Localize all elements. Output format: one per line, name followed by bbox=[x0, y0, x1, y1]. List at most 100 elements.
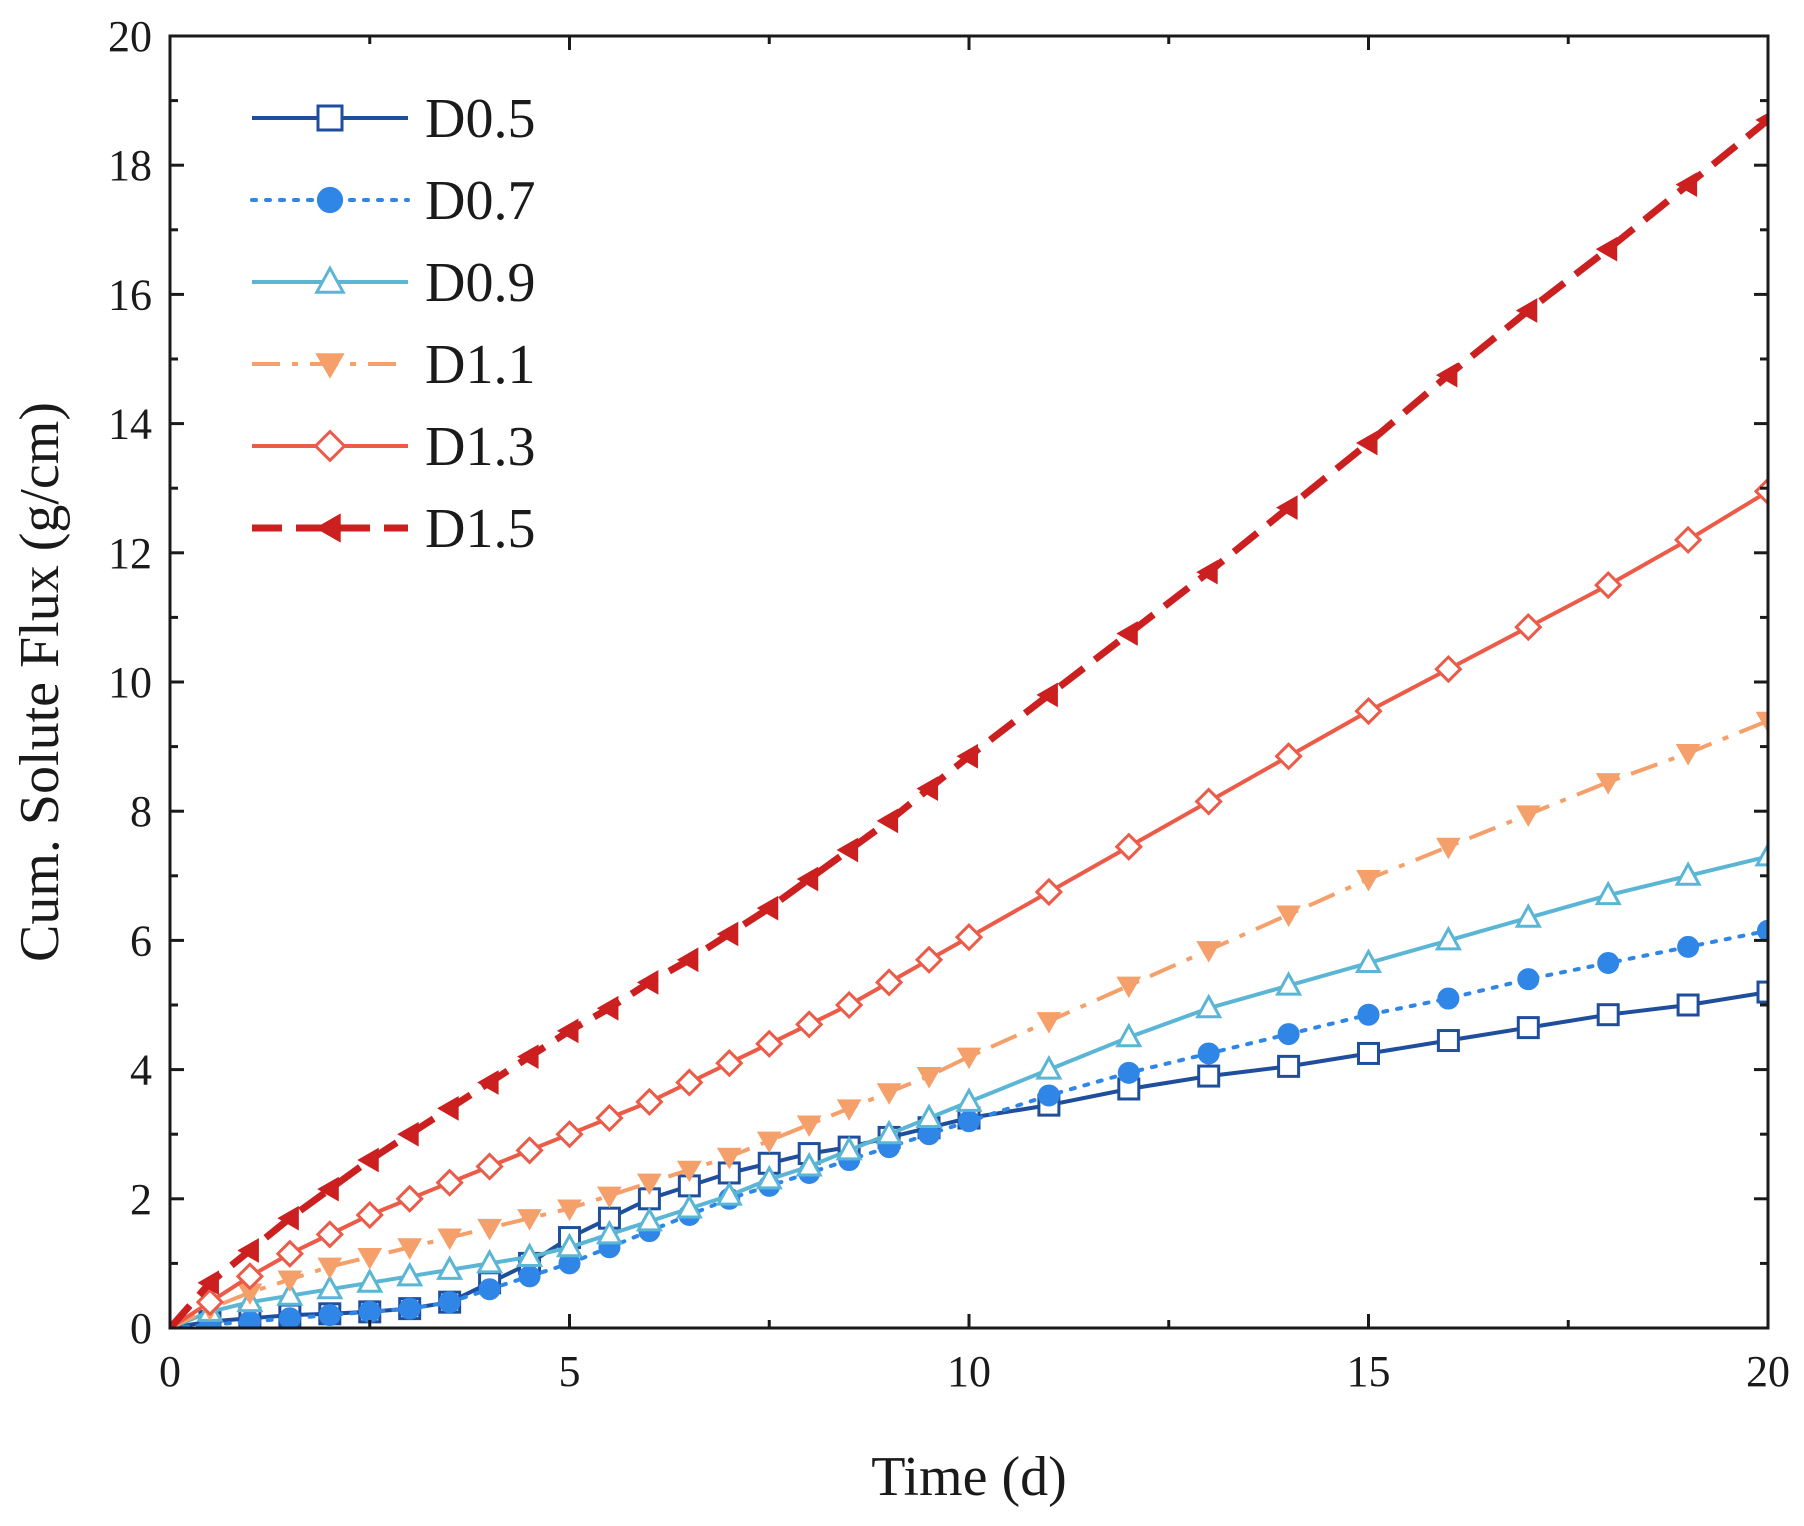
data-point-D0.7 bbox=[1037, 1084, 1060, 1107]
data-point-D0.7 bbox=[438, 1291, 461, 1314]
data-point-D1.3 bbox=[635, 1087, 664, 1117]
data-point-D0.9 bbox=[476, 1248, 504, 1274]
series-D1.3 bbox=[170, 477, 1768, 1328]
data-point-D0.9 bbox=[436, 1255, 464, 1280]
data-point-D1.5 bbox=[1196, 559, 1218, 585]
data-point-D1.3 bbox=[275, 1239, 304, 1268]
data-point-D0.7 bbox=[958, 1110, 980, 1133]
legend-marker bbox=[315, 353, 345, 379]
y-tick-label: 2 bbox=[130, 1175, 152, 1224]
data-point-D1.5 bbox=[676, 947, 699, 973]
data-point-D1.5 bbox=[636, 970, 659, 995]
legend-marker bbox=[313, 429, 347, 463]
data-point-D1.5 bbox=[1355, 430, 1378, 456]
data-point-D0.5 bbox=[1197, 1064, 1221, 1088]
data-point-D1.1 bbox=[676, 1160, 702, 1183]
data-point-D0.9 bbox=[1754, 841, 1768, 867]
legend-marker bbox=[315, 513, 341, 543]
data-point-D1.3 bbox=[715, 1049, 744, 1078]
data-point-D0.9 bbox=[955, 1087, 983, 1112]
data-point-D1.3 bbox=[1194, 787, 1223, 816]
data-point-D0.5 bbox=[1516, 1016, 1540, 1040]
data-point-D0.9 bbox=[1434, 925, 1462, 951]
data-point-D1.3 bbox=[1354, 696, 1383, 726]
data-point-D1.1 bbox=[1116, 976, 1142, 999]
data-point-D1.3 bbox=[235, 1262, 265, 1291]
data-point-D1.3 bbox=[1434, 654, 1463, 684]
legend-item-D0.7: D0.7 bbox=[250, 170, 535, 232]
data-point-D0.7 bbox=[1437, 987, 1460, 1010]
data-point-D1.5 bbox=[437, 1095, 459, 1121]
x-axis-title: Time (d) bbox=[871, 1446, 1067, 1508]
data-point-D0.9 bbox=[1275, 971, 1303, 996]
data-point-D0.9 bbox=[516, 1242, 544, 1267]
data-point-D0.7 bbox=[1597, 952, 1620, 975]
x-tick-label: 0 bbox=[159, 1347, 181, 1396]
legend-label: D1.1 bbox=[425, 334, 535, 396]
legend-label: D1.5 bbox=[425, 498, 535, 560]
y-tick-label: 10 bbox=[108, 658, 152, 707]
legend-label: D0.7 bbox=[425, 170, 535, 232]
data-point-D0.7 bbox=[318, 1304, 341, 1327]
data-point-D0.7 bbox=[478, 1278, 501, 1301]
data-point-D0.9 bbox=[555, 1232, 584, 1258]
data-point-D1.1 bbox=[1196, 941, 1222, 963]
data-point-D1.3 bbox=[355, 1200, 384, 1230]
data-point-D1.1 bbox=[1675, 744, 1701, 766]
data-point-D1.5 bbox=[1515, 298, 1538, 323]
data-point-D0.9 bbox=[715, 1180, 743, 1206]
data-point-D1.3 bbox=[1274, 742, 1303, 771]
data-point-D1.5 bbox=[596, 995, 619, 1021]
data-point-D1.1 bbox=[956, 1047, 982, 1070]
legend-marker bbox=[316, 104, 344, 132]
data-point-D1.1 bbox=[557, 1199, 582, 1221]
data-point-D0.7 bbox=[398, 1297, 421, 1320]
legend-marker bbox=[314, 265, 346, 294]
data-point-D1.3 bbox=[315, 1220, 344, 1249]
data-point-D0.7 bbox=[1277, 1023, 1300, 1046]
data-point-D1.5 bbox=[317, 1176, 339, 1202]
data-point-D1.5 bbox=[477, 1070, 499, 1095]
series-D0.9 bbox=[170, 841, 1768, 1328]
series-D1.1 bbox=[170, 711, 1768, 1328]
data-point-D1.5 bbox=[517, 1044, 539, 1070]
data-point-D1.1 bbox=[716, 1147, 742, 1170]
data-point-D1.3 bbox=[1673, 525, 1703, 555]
data-point-D1.5 bbox=[876, 808, 899, 834]
data-point-D1.5 bbox=[277, 1205, 299, 1231]
data-point-D0.9 bbox=[755, 1164, 783, 1190]
data-point-D1.5 bbox=[1595, 236, 1618, 262]
data-point-D1.1 bbox=[916, 1067, 942, 1089]
legend: D0.5 D0.7 D0.9 D1.1 D1.3 D1.5 bbox=[250, 88, 535, 560]
data-point-D1.3 bbox=[835, 990, 864, 1020]
data-point-D0.5 bbox=[1756, 980, 1768, 1004]
data-point-D0.5 bbox=[1676, 993, 1700, 1017]
data-point-D0.9 bbox=[316, 1274, 344, 1300]
data-point-D1.3 bbox=[195, 1288, 225, 1317]
data-point-D0.9 bbox=[356, 1268, 384, 1293]
data-point-D0.9 bbox=[1594, 880, 1622, 906]
series-D1.5 bbox=[170, 112, 1768, 1328]
data-point-D0.7 bbox=[1357, 1003, 1380, 1026]
legend-item-D1.3: D1.3 bbox=[252, 416, 535, 478]
data-point-D0.7 bbox=[358, 1300, 381, 1323]
data-point-D1.5 bbox=[556, 1018, 579, 1044]
x-tick-label: 15 bbox=[1347, 1347, 1391, 1396]
y-tick-label: 20 bbox=[108, 12, 152, 61]
y-tick-label: 12 bbox=[108, 529, 152, 578]
data-point-D1.5 bbox=[956, 743, 978, 769]
data-point-D1.1 bbox=[1755, 711, 1768, 734]
data-point-D1.3 bbox=[755, 1029, 784, 1058]
data-point-D0.9 bbox=[835, 1135, 863, 1161]
data-point-D0.7 bbox=[278, 1307, 301, 1328]
data-point-D1.1 bbox=[796, 1115, 822, 1138]
data-point-D1.1 bbox=[876, 1083, 902, 1105]
legend-item-D1.1: D1.1 bbox=[252, 334, 535, 396]
y-axis-title: Cum. Solute Flux (g/cm) bbox=[9, 402, 71, 962]
data-point-D0.7 bbox=[1517, 968, 1540, 991]
data-point-D1.3 bbox=[914, 945, 944, 974]
x-tick-label: 5 bbox=[559, 1347, 581, 1396]
data-point-D0.7 bbox=[518, 1265, 541, 1288]
data-point-D1.1 bbox=[1436, 837, 1461, 860]
y-tick-label: 16 bbox=[108, 270, 152, 319]
